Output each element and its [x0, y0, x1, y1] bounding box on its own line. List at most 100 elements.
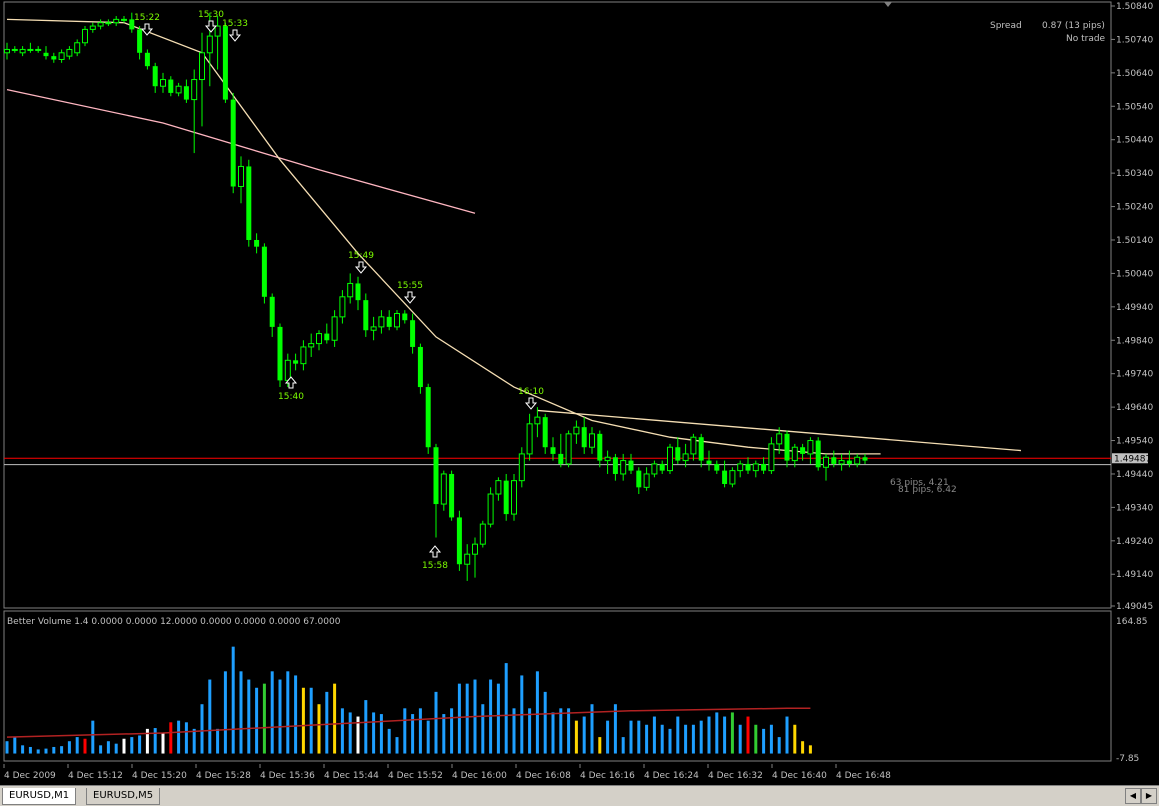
candle-body-bear: [815, 440, 821, 468]
volume-bar: [99, 745, 103, 754]
candle-body-bull: [97, 22, 104, 27]
candle-body-bull: [729, 470, 736, 485]
volume-bar: [652, 716, 656, 754]
time-label: 4 Dec 15:20: [132, 771, 187, 781]
volume-bar: [348, 712, 352, 754]
price-label: 1.49640: [1116, 403, 1153, 413]
tab-eurusd-m5[interactable]: EURUSD,M5: [86, 788, 161, 805]
volume-bar: [543, 691, 547, 754]
price-label: 1.49540: [1116, 437, 1153, 447]
volume-bar: [239, 671, 243, 754]
price-label: 1.49045: [1116, 602, 1153, 610]
volume-bar: [691, 724, 695, 754]
volume-bar: [223, 671, 227, 754]
candle-body-bear: [51, 56, 57, 60]
time-annotation-label: 15:58: [422, 561, 448, 571]
price-label: 1.49440: [1116, 470, 1153, 480]
price-label: 1.49740: [1116, 370, 1153, 380]
candle-body-bull: [105, 22, 112, 25]
time-label: 4 Dec 16:00: [452, 771, 507, 781]
candle-body-bull: [394, 313, 400, 328]
candle-body-bull: [370, 326, 377, 331]
volume-max-label: 164.85: [1116, 617, 1148, 627]
time-annotation-label: 15:30: [198, 10, 224, 20]
tab-eurusd-m1[interactable]: EURUSD,M1: [2, 788, 77, 805]
time-label: 4 Dec 16:16: [580, 771, 635, 781]
volume-bar: [684, 724, 688, 754]
candle-body-bull: [74, 42, 81, 54]
candle-body-bear: [230, 99, 236, 187]
candle-body-bear: [846, 460, 852, 464]
chart-window[interactable]: 1.50840 1.50740 1.50640 1.50540 1.50440 1.503…: [0, 0, 1159, 785]
volume-bar: [60, 746, 64, 754]
candle-body-bear: [261, 246, 267, 297]
price-chart[interactable]: 1.50840 1.50740 1.50640 1.50540 1.50440 1.503…: [0, 0, 1159, 610]
volume-bar: [676, 716, 680, 754]
indicator-label: Better Volume 1.4 0.0000 0.0000 12.0000 …: [7, 617, 341, 627]
time-label: 4 Dec 16:24: [644, 771, 699, 781]
candle-body-bear: [636, 470, 642, 488]
price-label: 1.50140: [1116, 236, 1153, 246]
candle-body-bear: [706, 460, 712, 464]
volume-bar: [138, 735, 142, 754]
volume-bar: [411, 714, 415, 754]
volume-min-label: -7.85: [1116, 754, 1139, 764]
volume-chart[interactable]: 164.85 -7.85: [0, 610, 1159, 764]
fast-moving-average-line: [6, 18, 881, 455]
price-label: 1.49240: [1116, 537, 1153, 547]
spread-value: 0.87 (13 pips): [1042, 21, 1105, 31]
candle-body-bull: [89, 25, 96, 30]
volume-bar: [379, 714, 383, 754]
candle-body-bear: [714, 463, 720, 471]
volume-bar: [450, 708, 454, 754]
candle-body-bear: [698, 437, 704, 461]
volume-bar: [247, 679, 251, 754]
arrow-down-icon: [354, 261, 368, 274]
price-label: 1.50740: [1116, 35, 1153, 45]
volume-bar: [777, 737, 781, 754]
candle-body-bull: [682, 453, 689, 462]
candle-body-bull: [214, 25, 221, 37]
candle-body-bull: [620, 460, 627, 475]
volume-bar: [762, 728, 766, 754]
volume-bar: [208, 679, 212, 754]
price-label: 1.50340: [1116, 169, 1153, 179]
volume-bar: [13, 737, 17, 754]
volume-bar: [785, 716, 789, 754]
volume-bar: [200, 704, 204, 754]
scroll-right-icon[interactable]: ▶: [1141, 788, 1157, 804]
price-label: 1.49940: [1116, 303, 1153, 313]
price-label: 1.50540: [1116, 102, 1153, 112]
volume-bar: [169, 722, 173, 754]
candle-body-bull: [589, 433, 595, 448]
chart-tab-bar: EURUSD,M1 EURUSD,M5 ◀ ▶: [0, 785, 1159, 806]
volume-bar: [192, 728, 196, 754]
volume-bar: [613, 704, 617, 754]
candle-body-bull: [495, 480, 502, 495]
candle-body-bear: [168, 79, 174, 93]
arrow-down-icon: [524, 397, 538, 410]
candle-body-bear: [831, 457, 837, 464]
candle-body-bull: [199, 52, 205, 81]
current-price-label: 1.49487: [1114, 454, 1151, 464]
candle-body-bull: [316, 333, 322, 345]
volume-bar: [668, 728, 672, 754]
volume-bar: [5, 741, 9, 754]
candle-body-bull: [511, 480, 517, 515]
volume-bar: [28, 746, 32, 754]
candle-body-bull: [331, 316, 338, 341]
scroll-left-icon[interactable]: ◀: [1125, 788, 1141, 804]
candle-body-bear: [293, 360, 299, 364]
candle-body-bull: [58, 52, 65, 60]
candle-body-bear: [402, 313, 408, 321]
volume-bar: [333, 683, 337, 754]
volume-bar: [769, 724, 773, 754]
volume-bar: [730, 712, 734, 754]
candle-body-bull: [121, 18, 127, 21]
price-label: 1.49140: [1116, 570, 1153, 580]
volume-bar: [255, 687, 259, 754]
candle-body-bear: [542, 417, 548, 448]
arrow-down-icon: [204, 20, 218, 33]
candle-body-bear: [581, 427, 587, 448]
candle-body-bull: [807, 440, 814, 455]
